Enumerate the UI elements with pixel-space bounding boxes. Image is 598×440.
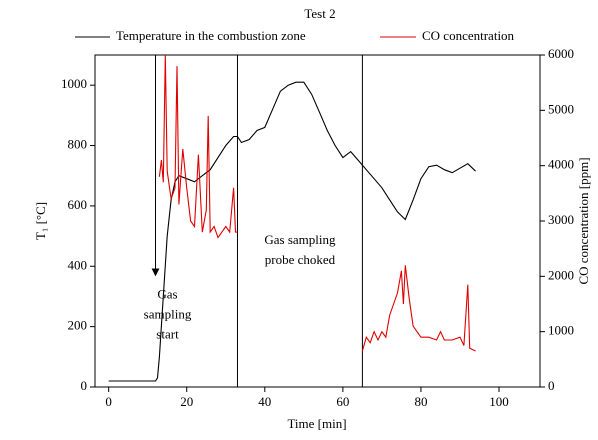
y-tick-label: 600 [68, 197, 88, 212]
y2-tick-label: 4000 [548, 157, 574, 172]
y2-tick-label: 2000 [548, 267, 574, 282]
x-tick-label: 80 [414, 394, 427, 409]
y-tick-label: 0 [81, 378, 88, 393]
data-line [158, 54, 476, 352]
annotation-text: probe choked [265, 252, 336, 267]
x-tick-label: 100 [489, 394, 509, 409]
x-tick-label: 0 [105, 394, 112, 409]
y2-axis-title: CO concentration [ppm] [576, 157, 591, 284]
chart-title: Test 2 [304, 6, 335, 21]
y-tick-label: 800 [68, 137, 88, 152]
y-tick-label: 1000 [61, 76, 87, 91]
y-tick-label: 200 [68, 318, 88, 333]
legend-label: CO concentration [422, 28, 515, 43]
y-tick-label: 400 [68, 257, 88, 272]
annotation-text: sampling [144, 306, 192, 321]
annotation-text: start [156, 326, 179, 341]
y-axis-title: T₁ [°C] [33, 202, 48, 240]
y2-tick-label: 3000 [548, 212, 574, 227]
x-axis-title: Time [min] [287, 416, 346, 431]
annotation-text: Gas sampling [264, 232, 336, 247]
x-tick-label: 60 [336, 394, 349, 409]
x-tick-label: 20 [180, 394, 193, 409]
y2-tick-label: 5000 [548, 101, 574, 116]
y2-tick-label: 1000 [548, 323, 574, 338]
y2-tick-label: 0 [548, 378, 555, 393]
legend-label: Temperature in the combustion zone [116, 28, 306, 43]
y2-tick-label: 6000 [548, 46, 574, 61]
x-tick-label: 40 [258, 394, 271, 409]
annotation-text: Gas [157, 286, 177, 301]
